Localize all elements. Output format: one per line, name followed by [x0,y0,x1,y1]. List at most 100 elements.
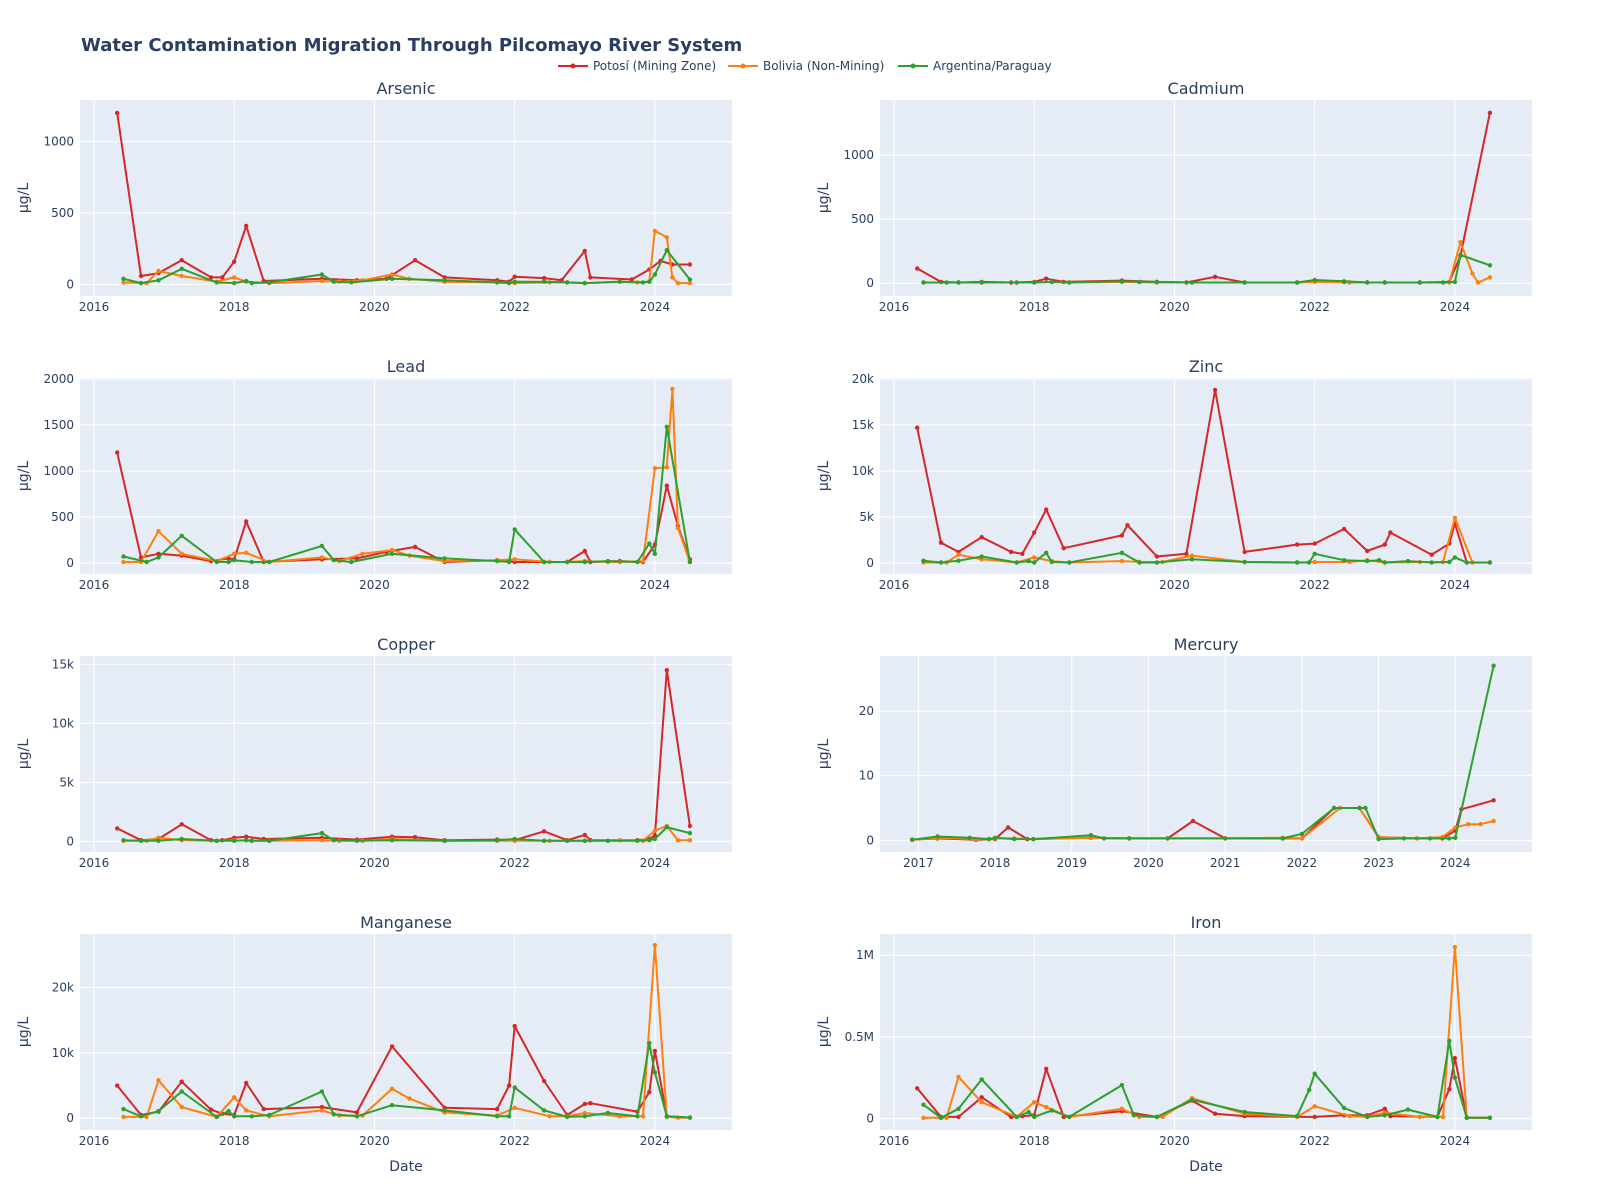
data-point-potos-mining-zone[interactable] [979,535,984,540]
data-point-bolivia-non-mining[interactable] [512,1105,517,1111]
data-point-bolivia-non-mining[interactable] [389,1086,395,1092]
data-point-argentina-paraguay[interactable] [226,1108,231,1114]
data-point-argentina-paraguay[interactable] [1154,1114,1160,1120]
data-point-argentina-paraguay[interactable] [1306,1087,1312,1093]
data-point-argentina-paraguay[interactable] [1049,559,1055,565]
data-point-argentina-paraguay[interactable] [967,835,972,840]
data-point-argentina-paraguay[interactable] [1032,1114,1037,1120]
data-point-argentina-paraguay[interactable] [331,558,336,563]
data-point-argentina-paraguay[interactable] [1137,560,1142,565]
data-point-argentina-paraguay[interactable] [179,836,184,842]
data-point-argentina-paraguay[interactable] [1447,1038,1452,1044]
data-point-argentina-paraguay[interactable] [226,559,231,565]
data-point-potos-mining-zone[interactable] [1341,526,1347,532]
data-point-argentina-paraguay[interactable] [986,836,992,842]
data-point-potos-mining-zone[interactable] [512,274,517,279]
data-point-potos-mining-zone[interactable] [208,1107,214,1112]
data-point-argentina-paraguay[interactable] [1067,1114,1072,1120]
data-point-potos-mining-zone[interactable] [1487,110,1493,116]
data-point-argentina-paraguay[interactable] [389,838,395,843]
data-point-argentina-paraguay[interactable] [1127,836,1132,841]
data-point-argentina-paraguay[interactable] [664,825,669,830]
data-point-bolivia-non-mining[interactable] [956,552,961,557]
data-point-potos-mining-zone[interactable] [115,450,120,455]
data-point-argentina-paraguay[interactable] [506,559,512,565]
data-point-argentina-paraguay[interactable] [1044,550,1049,555]
data-point-potos-mining-zone[interactable] [1212,274,1218,279]
data-point-bolivia-non-mining[interactable] [1032,1100,1037,1105]
data-point-bolivia-non-mining[interactable] [1119,1106,1125,1112]
data-point-potos-mining-zone[interactable] [1125,523,1130,528]
data-point-bolivia-non-mining[interactable] [979,1100,984,1105]
data-point-potos-mining-zone[interactable] [412,258,418,263]
data-point-argentina-paraguay[interactable] [512,527,517,532]
data-point-argentina-paraguay[interactable] [354,838,360,843]
data-point-argentina-paraguay[interactable] [1131,1113,1137,1118]
data-point-argentina-paraguay[interactable] [249,559,254,565]
data-point-argentina-paraguay[interactable] [921,558,926,563]
data-point-argentina-paraguay[interactable] [121,1106,126,1112]
data-point-potos-mining-zone[interactable] [179,258,184,263]
data-point-argentina-paraguay[interactable] [442,278,447,283]
data-point-argentina-paraguay[interactable] [687,277,693,282]
data-point-argentina-paraguay[interactable] [512,279,517,284]
data-point-potos-mining-zone[interactable] [1447,1087,1452,1092]
data-point-argentina-paraguay[interactable] [389,551,395,556]
data-point-bolivia-non-mining[interactable] [1119,558,1125,564]
data-point-potos-mining-zone[interactable] [138,273,144,279]
data-point-potos-mining-zone[interactable] [156,551,161,556]
data-point-potos-mining-zone[interactable] [1032,530,1037,535]
data-point-argentina-paraguay[interactable] [1119,550,1125,555]
data-point-argentina-paraguay[interactable] [565,1114,570,1120]
data-point-argentina-paraguay[interactable] [1464,560,1470,565]
data-point-bolivia-non-mining[interactable] [319,838,325,843]
data-point-argentina-paraguay[interactable] [617,279,622,284]
data-point-argentina-paraguay[interactable] [541,279,547,284]
data-point-potos-mining-zone[interactable] [389,1044,395,1049]
data-point-argentina-paraguay[interactable] [956,1106,961,1112]
data-point-potos-mining-zone[interactable] [261,1106,266,1112]
data-point-bolivia-non-mining[interactable] [156,1078,161,1083]
data-point-argentina-paraguay[interactable] [1119,279,1125,284]
data-point-bolivia-non-mining[interactable] [1475,280,1481,285]
data-point-argentina-paraguay[interactable] [1464,1115,1470,1121]
data-point-argentina-paraguay[interactable] [1453,835,1458,840]
data-point-bolivia-non-mining[interactable] [675,525,681,531]
data-point-argentina-paraguay[interactable] [635,559,640,565]
data-point-argentina-paraguay[interactable] [652,1070,658,1075]
data-point-argentina-paraguay[interactable] [640,280,646,285]
data-point-argentina-paraguay[interactable] [1447,836,1452,841]
data-point-bolivia-non-mining[interactable] [687,838,693,843]
data-point-argentina-paraguay[interactable] [138,280,144,286]
data-point-argentina-paraguay[interactable] [1154,560,1160,565]
data-point-bolivia-non-mining[interactable] [1466,822,1471,827]
data-point-argentina-paraguay[interactable] [1312,551,1317,556]
data-point-potos-mining-zone[interactable] [979,1095,984,1100]
data-point-argentina-paraguay[interactable] [1401,836,1407,841]
data-point-argentina-paraguay[interactable] [1189,280,1195,285]
data-point-potos-mining-zone[interactable] [319,1104,325,1110]
data-point-argentina-paraguay[interactable] [214,280,219,285]
legend-item[interactable]: Argentina/Paraguay [898,59,1052,73]
data-point-argentina-paraguay[interactable] [232,838,237,843]
data-point-potos-mining-zone[interactable] [664,483,669,488]
data-point-potos-mining-zone[interactable] [220,275,225,280]
data-point-argentina-paraguay[interactable] [1487,1115,1493,1121]
data-point-bolivia-non-mining[interactable] [1032,555,1037,560]
data-point-argentina-paraguay[interactable] [179,1089,184,1094]
data-point-argentina-paraguay[interactable] [956,280,961,285]
data-point-potos-mining-zone[interactable] [687,262,693,267]
data-point-argentina-paraguay[interactable] [1299,831,1305,837]
data-point-potos-mining-zone[interactable] [541,1078,547,1084]
data-point-bolivia-non-mining[interactable] [1189,553,1195,558]
data-point-bolivia-non-mining[interactable] [1470,271,1475,276]
data-point-argentina-paraguay[interactable] [156,278,161,283]
data-point-potos-mining-zone[interactable] [915,266,920,271]
data-point-bolivia-non-mining[interactable] [640,558,646,564]
data-point-argentina-paraguay[interactable] [232,280,237,286]
data-point-bolivia-non-mining[interactable] [1299,836,1305,841]
data-point-potos-mining-zone[interactable] [354,556,360,561]
data-point-argentina-paraguay[interactable] [267,280,272,285]
data-point-bolivia-non-mining[interactable] [319,278,325,284]
data-point-potos-mining-zone[interactable] [208,275,214,280]
